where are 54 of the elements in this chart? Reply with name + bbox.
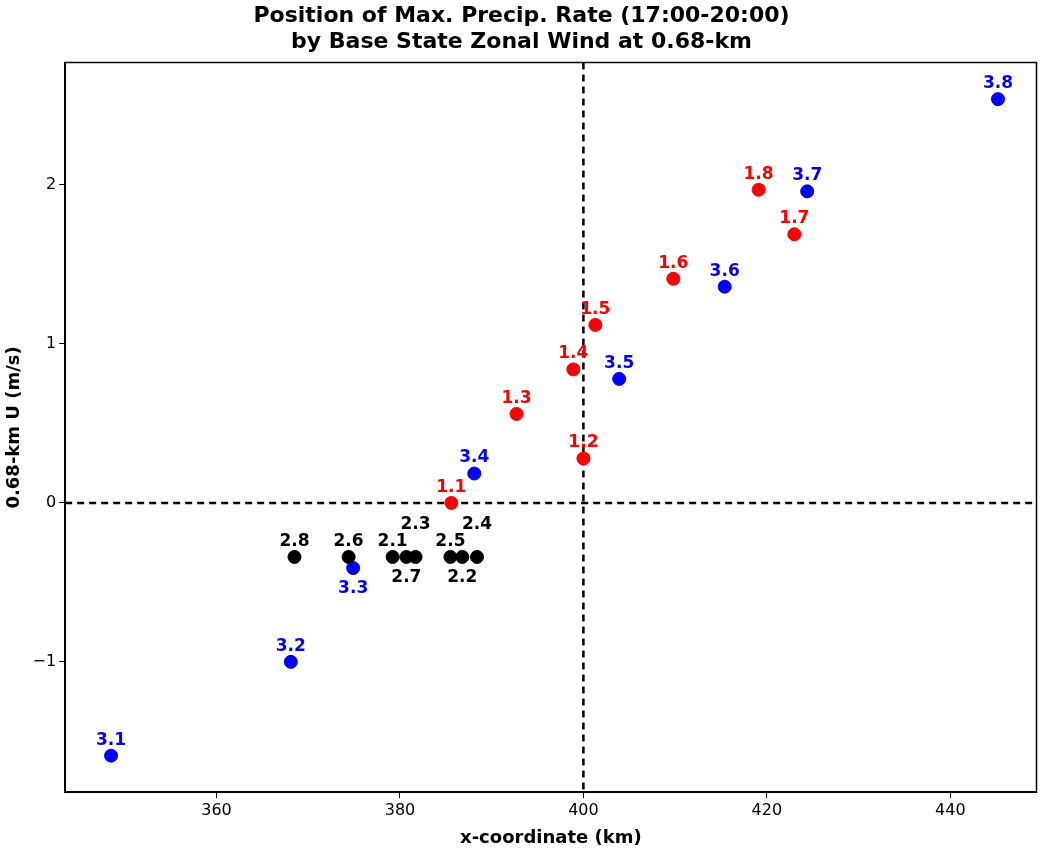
annotation: 3.8 (982, 72, 1014, 93)
point (800, 184, 815, 199)
point (470, 549, 485, 564)
point (443, 549, 458, 564)
annotation: 1.8 (743, 162, 774, 183)
annotation: 2.8 (279, 529, 310, 550)
point (467, 466, 482, 481)
x-tick-label: 400 (568, 799, 599, 819)
annotation: 1.5 (580, 297, 611, 318)
annotation: 3.6 (709, 259, 740, 280)
point (104, 748, 119, 763)
annotation: 2.7 (391, 565, 422, 586)
x-tick-label: 360 (201, 799, 232, 819)
y-tick-label: 1 (46, 333, 57, 353)
point (287, 549, 302, 564)
annotation: 3.1 (95, 728, 127, 749)
point (346, 561, 361, 576)
annotation: 3.2 (275, 634, 306, 655)
y-tick-label: −1 (32, 651, 57, 671)
y-tick-label: 2 (46, 174, 57, 194)
point (283, 654, 298, 669)
annotation: 3.3 (338, 577, 369, 598)
y-axis-title: 0.68-km U (m/s) (2, 346, 24, 509)
x-axis-title: x-coordinate (km) (460, 825, 642, 847)
point (717, 279, 732, 294)
point (751, 182, 766, 197)
point (612, 371, 627, 386)
x-tick-label: 420 (751, 799, 783, 819)
annotation: 1.1 (436, 475, 467, 496)
annotation: 3.7 (792, 164, 823, 185)
annotation: 1.4 (558, 342, 589, 363)
annotation: 3.5 (604, 351, 635, 372)
x-tick-label: 440 (935, 799, 966, 819)
annotation: 1.2 (568, 431, 599, 452)
point (455, 549, 470, 564)
point (666, 271, 681, 286)
point (509, 406, 524, 421)
annotation: 1.7 (779, 207, 810, 228)
chart-title: Position of Max. Precip. Rate (17:00-20:00) by Base State Zonal Wind at 0.68-km (253, 2, 790, 53)
point (444, 495, 459, 510)
annotation: 2.6 (333, 529, 364, 550)
point (385, 549, 400, 564)
point (341, 549, 356, 564)
x-tick-label: 380 (384, 799, 416, 819)
annotation: 1.6 (658, 251, 689, 272)
point (990, 92, 1005, 107)
annotation: 1.3 (501, 386, 532, 407)
point (787, 227, 802, 242)
point (576, 451, 591, 466)
y-tick-label: 0 (46, 492, 57, 512)
point (566, 362, 581, 377)
annotation: 3.4 (459, 446, 490, 467)
annotation: 2.2 (447, 565, 478, 586)
point (588, 317, 603, 332)
